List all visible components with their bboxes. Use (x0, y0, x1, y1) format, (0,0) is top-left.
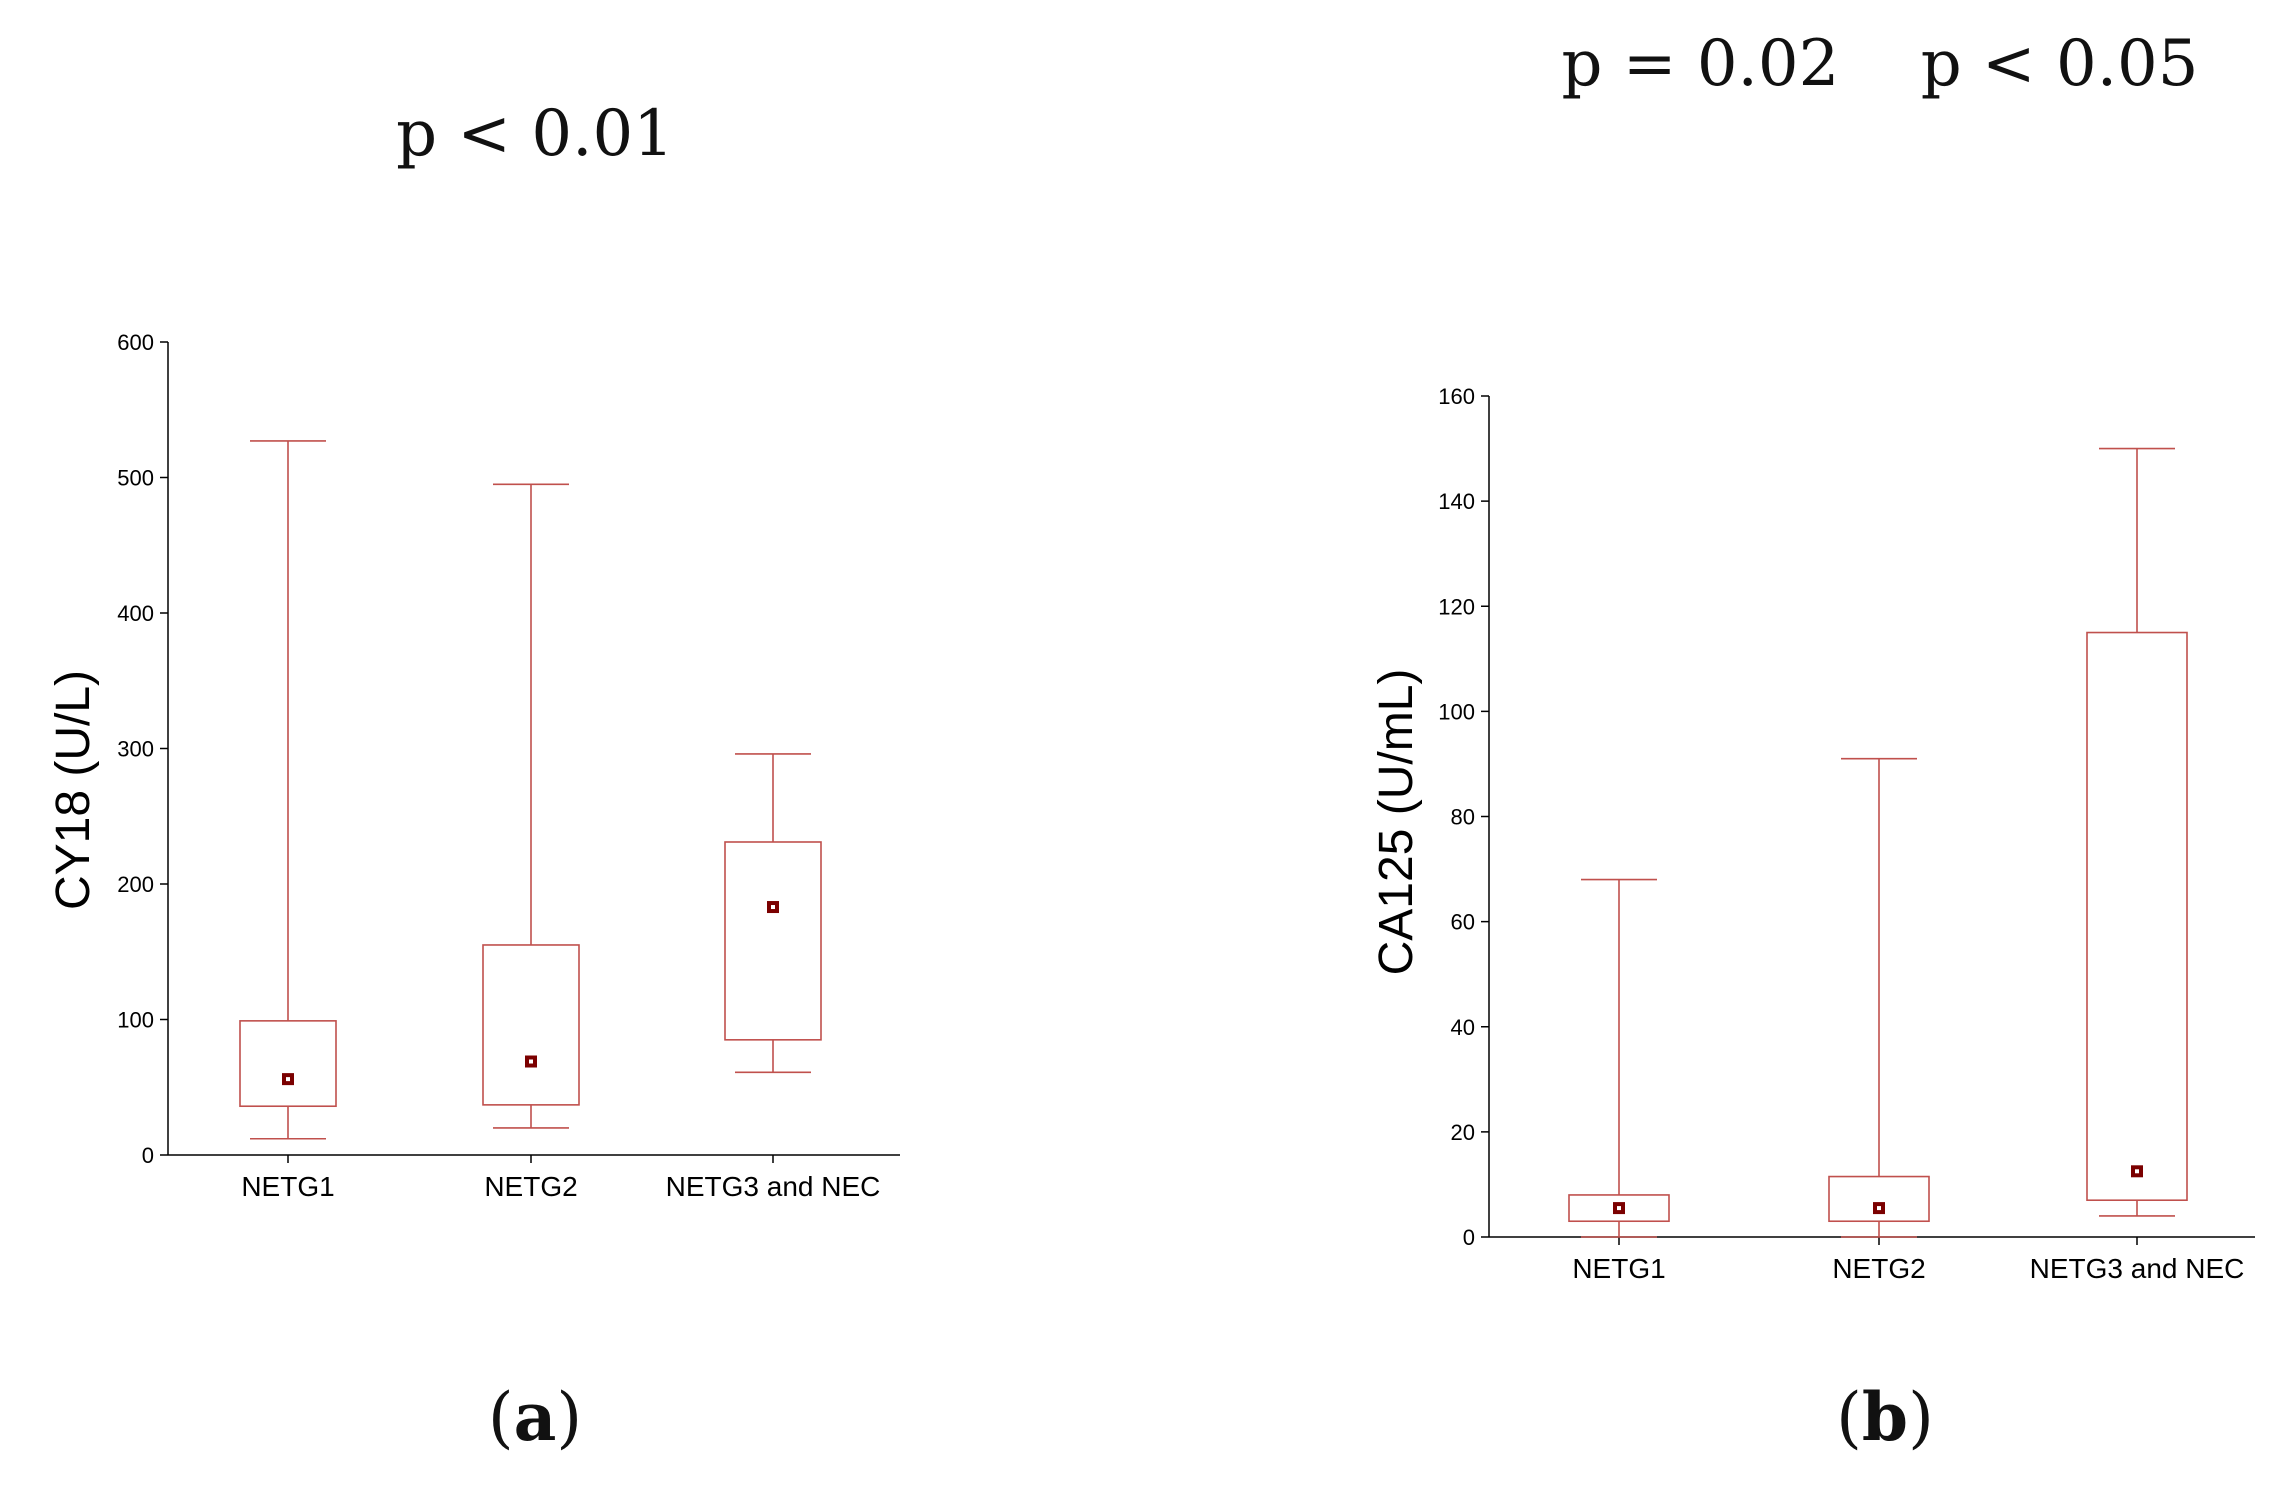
panel-label-b: (b) (1836, 1378, 1934, 1456)
pvalue-b: p = 0.02 p < 0.05 (1562, 27, 2199, 101)
panel-label-b-letter: b (1862, 1378, 1908, 1456)
iqr-box (724, 841, 822, 1041)
median-marker-center (529, 1059, 533, 1064)
panel-a: p < 0.01 0 100 200 300 400 500 600 NETG1 NETG2 NE… (47, 97, 900, 1456)
plot-b: 0 20 40 60 80 100 120 140 160 NETG1 NETG2 NETG3 and… (1438, 384, 2255, 1284)
y-axis-title-a: CY18 (U/L) (47, 670, 100, 910)
y-tick-label-b: 120 (1438, 594, 1475, 619)
median-marker-center (771, 905, 775, 910)
panel-label-a: (a) (488, 1378, 582, 1456)
y-tick-label-b: 140 (1438, 489, 1475, 514)
category-label-b: NETG3 and NEC (2030, 1253, 2245, 1284)
y-tick-label-a: 100 (117, 1008, 154, 1033)
iqr-box (1828, 1175, 1930, 1223)
y-tick-label-a: 300 (117, 737, 154, 762)
y-tick-label-a: 0 (142, 1143, 154, 1168)
panel-b: p = 0.02 p < 0.05 0 20 40 60 80 100 120 140 160 N… (1370, 27, 2255, 1456)
y-tick-label-a: 400 (117, 601, 154, 626)
category-label-b: NETG1 (1572, 1253, 1665, 1284)
iqr-box (482, 944, 580, 1106)
category-label-a: NETG3 and NEC (666, 1171, 881, 1202)
y-tick-label-b: 100 (1438, 699, 1475, 724)
y-tick-label-b: 20 (1451, 1120, 1475, 1145)
pvalue-a: p < 0.01 (396, 97, 674, 171)
panel-label-a-letter: a (514, 1378, 557, 1456)
iqr-box (239, 1020, 337, 1108)
y-tick-label-b: 0 (1463, 1225, 1475, 1250)
y-tick-label-a: 200 (117, 872, 154, 897)
median-marker-center (1617, 1206, 1621, 1211)
y-tick-label-b: 40 (1451, 1015, 1475, 1040)
plot-a: 0 100 200 300 400 500 600 NETG1 NETG2 NETG3 and N… (117, 330, 900, 1202)
category-label-a: NETG2 (484, 1171, 577, 1202)
y-tick-label-a: 500 (117, 466, 154, 491)
category-label-a: NETG1 (241, 1171, 334, 1202)
y-tick-label-b: 80 (1451, 805, 1475, 830)
iqr-box (2086, 631, 2188, 1202)
y-tick-label-a: 600 (117, 330, 154, 355)
y-tick-label-b: 160 (1438, 384, 1475, 409)
median-marker-center (1877, 1206, 1881, 1211)
y-tick-label-b: 60 (1451, 910, 1475, 935)
iqr-box (1568, 1194, 1670, 1223)
median-marker-center (2135, 1169, 2139, 1174)
median-marker-center (286, 1077, 290, 1082)
category-label-b: NETG2 (1832, 1253, 1925, 1284)
y-axis-title-b: CA125 (U/mL) (1370, 669, 1423, 976)
